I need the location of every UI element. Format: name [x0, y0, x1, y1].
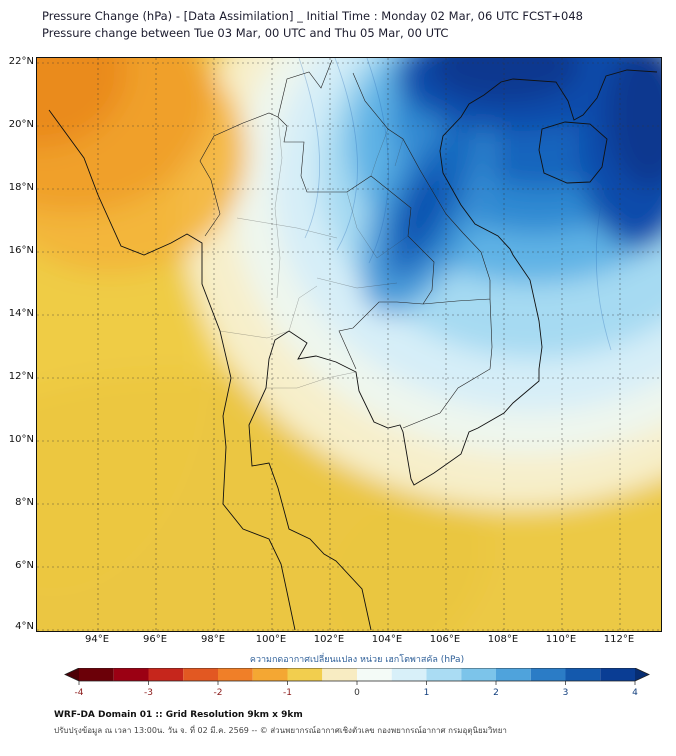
y-tick-label: 14°N	[8, 308, 34, 319]
x-tick-label: 112°E	[603, 634, 635, 645]
y-tick-label: 16°N	[8, 245, 34, 256]
x-tick-label: 102°E	[313, 634, 345, 645]
map-frame	[36, 57, 662, 632]
x-tick-label: 100°E	[255, 634, 287, 645]
y-tick-label: 18°N	[8, 182, 34, 193]
chart-header: Pressure Change (hPa) - [Data Assimilati…	[42, 8, 583, 41]
chart-title-line2: Pressure change between Tue 03 Mar, 00 U…	[42, 25, 449, 40]
colorbar-tick-label: 1	[424, 688, 430, 698]
colorbar-segment	[252, 668, 288, 681]
coastline-east	[248, 69, 658, 631]
x-tick-label: 110°E	[545, 634, 577, 645]
chart-title-line1: Pressure Change (hPa) - [Data Assimilati…	[42, 9, 583, 23]
province-boundaries	[219, 116, 409, 389]
colorbar-title: ความกดอากาศเปลี่ยนแปลง หน่วย เฮกโตพาสคัล…	[249, 655, 465, 665]
map-canvas	[37, 58, 661, 631]
colorbar: -4 -3 -2 -1 0 1 2 3 4	[63, 667, 651, 698]
x-tick-label: 98°E	[200, 634, 226, 645]
x-tick-label: 96°E	[142, 634, 168, 645]
y-tick-label: 8°N	[15, 497, 34, 508]
colorbar-segment	[600, 668, 635, 681]
colorbar-segment	[391, 668, 427, 681]
colorbar-segment	[148, 668, 184, 681]
colorbar-tick-label: 3	[563, 688, 569, 698]
y-tick-label: 12°N	[8, 371, 34, 382]
update-credit-note: ปรับปรุงข้อมูล ณ เวลา 13:00น. วัน จ. ที่…	[54, 726, 507, 735]
colorbar-segment	[218, 668, 253, 681]
y-tick-label: 22°N	[8, 56, 34, 67]
colorbar-segment	[357, 668, 392, 681]
x-tick-label: 108°E	[487, 634, 519, 645]
colorbar-segment	[322, 668, 357, 681]
colorbar-canvas: -4 -3 -2 -1 0 1 2 3 4	[64, 667, 650, 698]
x-tick-label: 106°E	[429, 634, 461, 645]
colorbar-segment	[426, 668, 462, 681]
y-tick-label: 20°N	[8, 119, 34, 130]
x-tick-label: 104°E	[371, 634, 403, 645]
colorbar-over-arrow	[635, 668, 649, 681]
colorbar-segment	[565, 668, 601, 681]
x-tick-label: 94°E	[84, 634, 110, 645]
hainan-island-outline	[538, 121, 608, 184]
colorbar-under-arrow	[65, 668, 79, 681]
colorbar-segment	[496, 668, 531, 681]
y-tick-label: 4°N	[15, 621, 34, 632]
colorbar-segment	[113, 668, 149, 681]
colorbar-tick-label: 2	[493, 688, 499, 698]
colorbar-segment	[183, 668, 218, 681]
colorbar-tick-label: -3	[144, 688, 153, 698]
y-tick-label: 6°N	[15, 560, 34, 571]
colorbar-tick-label: 0	[354, 688, 360, 698]
colorbar-segment	[287, 668, 323, 681]
colorbar-tick-label: 4	[632, 688, 638, 698]
colorbar-segment	[461, 668, 496, 681]
colorbar-segment	[530, 668, 566, 681]
colorbar-segment	[79, 668, 114, 681]
y-tick-label: 10°N	[8, 434, 34, 445]
colorbar-ticks	[78, 681, 636, 685]
graticule-lines	[37, 58, 661, 631]
domain-resolution-note: WRF-DA Domain 01 :: Grid Resolution 9km …	[54, 710, 303, 720]
colorbar-tick-label: -1	[283, 688, 292, 698]
colorbar-tick-label: -4	[75, 688, 84, 698]
colorbar-tick-label: -2	[214, 688, 223, 698]
pressure-field	[37, 58, 661, 631]
contour-lines	[298, 58, 612, 351]
